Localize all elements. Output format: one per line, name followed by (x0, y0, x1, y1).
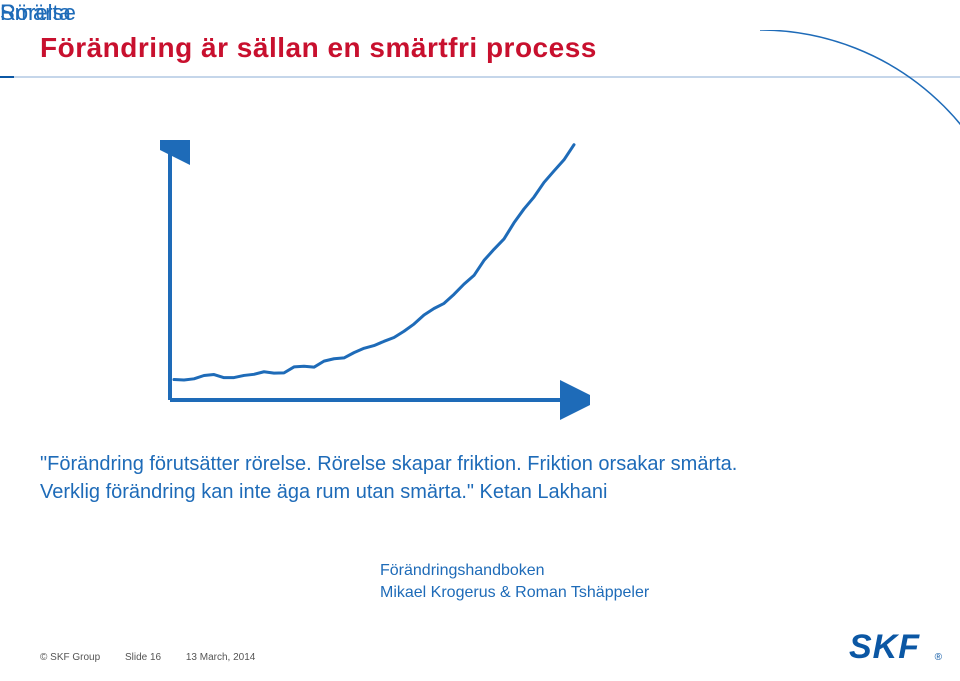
chart-area (160, 140, 590, 410)
footer-date: 13 March, 2014 (186, 652, 256, 663)
footer-slide: Slide 16 (125, 652, 161, 663)
quote-text: "Förändring förutsätter rörelse. Rörelse… (40, 450, 760, 506)
footer: © SKF Group Slide 16 13 March, 2014 (40, 652, 277, 663)
skf-logo: SKF (849, 628, 920, 667)
source-line1: Förändringshandboken (380, 560, 649, 582)
chart-svg (160, 140, 590, 420)
source-block: Förändringshandboken Mikael Krogerus & R… (380, 560, 649, 605)
registered-mark: ® (935, 652, 942, 663)
slide: Förändring är sällan en smärtfri process… (0, 0, 960, 681)
corner-arc (760, 30, 960, 290)
source-line2: Mikael Krogerus & Roman Tshäppeler (380, 582, 649, 604)
chart-curve (174, 145, 574, 380)
footer-copyright: © SKF Group (40, 652, 100, 663)
x-axis-label: Smärta (0, 0, 71, 26)
logo-text: SKF (849, 628, 920, 666)
